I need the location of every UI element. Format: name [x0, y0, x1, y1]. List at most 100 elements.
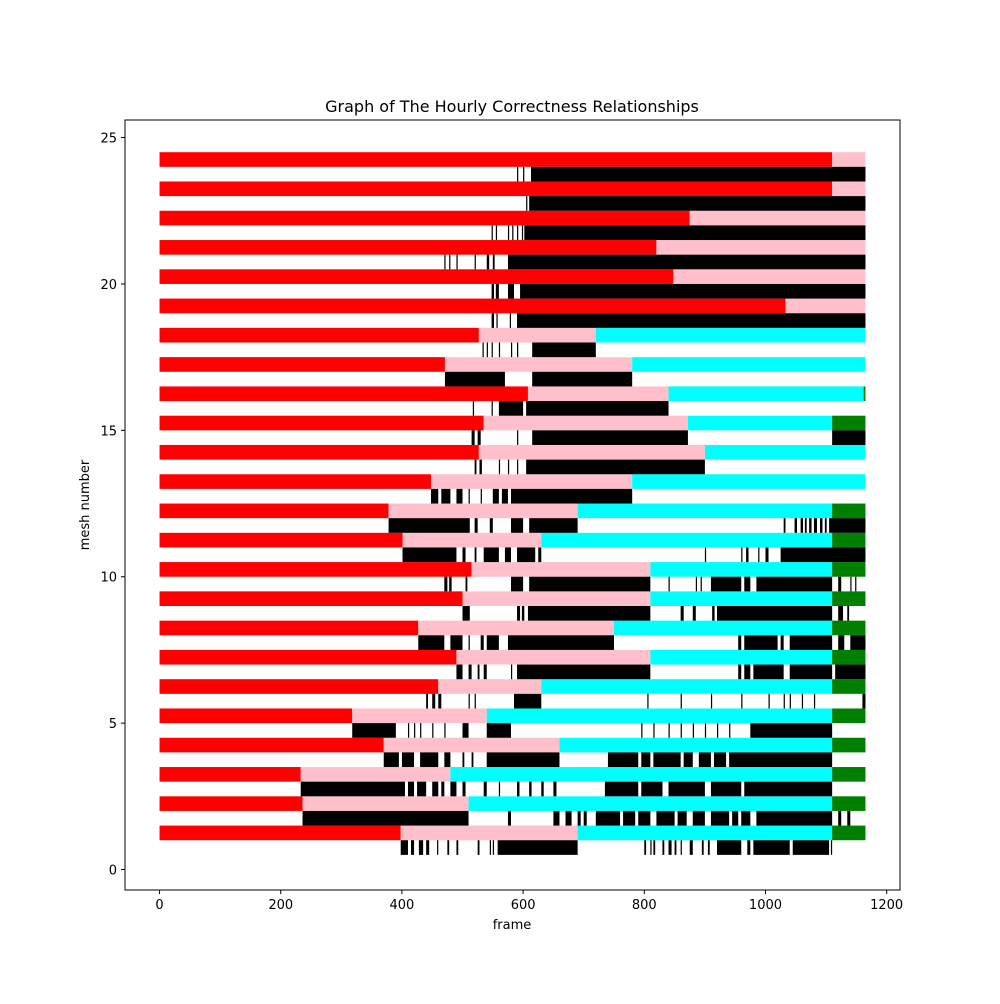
bar-segment-black: [529, 518, 578, 533]
bar-segment-pink: [478, 327, 596, 343]
bar-segment-black: [824, 518, 827, 533]
bar-segment-black: [668, 723, 670, 738]
bar-segment-black: [541, 781, 544, 797]
x-tick-label: 600: [511, 898, 536, 913]
bar-segment-black: [517, 781, 520, 797]
bar-segment-black: [510, 518, 524, 533]
bar-segment-black: [838, 810, 842, 826]
bar-segment-black: [668, 781, 705, 797]
bar-segment-black: [477, 430, 481, 445]
bar-segment-black: [400, 840, 408, 855]
bar-segment-red: [159, 240, 657, 255]
bar-segment-black: [521, 225, 524, 241]
bar-segment-black: [638, 810, 651, 826]
bar-segment-black: [352, 723, 396, 738]
bar-segment-cyan: [541, 532, 833, 548]
bar-segment-cyan: [559, 737, 833, 753]
bar-segment-black: [526, 196, 528, 211]
bar-segment-cyan: [650, 649, 833, 665]
bar-segment-black: [794, 518, 797, 533]
bar-segment-black: [431, 488, 439, 504]
bar-segment-black: [480, 635, 484, 650]
y-tick-label: 20: [100, 278, 117, 293]
x-tick-label: 800: [632, 898, 657, 913]
bar-segment-black: [495, 283, 499, 299]
y-tick-label: 15: [100, 424, 117, 439]
bar-segment-black: [641, 752, 651, 768]
bar-segment-black: [438, 693, 442, 709]
bar-segment-black: [804, 518, 807, 533]
bar-segment-black: [420, 723, 422, 738]
bar-segment-black: [449, 254, 451, 270]
bar-segment-black: [474, 254, 476, 270]
bar-segment-black: [491, 225, 493, 241]
bar-segment-black: [450, 635, 463, 650]
bar-segment-black: [491, 401, 493, 416]
bar-segment-black: [492, 840, 495, 855]
bar-segment-black: [553, 810, 560, 826]
bar-segment-black: [604, 781, 639, 797]
bar-segment-black: [701, 840, 704, 855]
bar-segment-black: [510, 488, 633, 504]
bar-segment-black: [744, 664, 751, 680]
bar-segment-red: [159, 708, 353, 724]
bar-segment-black: [704, 723, 707, 738]
bar-segment-black: [689, 840, 693, 855]
bar-segment-cyan: [687, 415, 833, 431]
bar-segment-black: [507, 283, 515, 299]
bar-segment-black: [741, 810, 751, 826]
bar-segment-black: [820, 518, 823, 533]
bar-segment-black: [486, 254, 490, 270]
bar-segment-green: [832, 708, 866, 724]
bar-segment-black: [472, 401, 475, 416]
bar-segment-cyan: [704, 444, 866, 460]
bar-segment-red: [159, 181, 833, 197]
bar-segment-pink: [483, 415, 688, 431]
bar-segment-black: [482, 342, 484, 358]
bar-segment-black: [595, 810, 621, 826]
bar-segment-black: [653, 752, 681, 768]
bar-segment-black: [302, 810, 469, 826]
bar-segment-black: [474, 518, 478, 533]
bar-segment-black: [510, 576, 524, 592]
bar-segment-cyan: [650, 562, 833, 577]
bar-segment-black: [517, 459, 519, 475]
bar-segment-black: [829, 518, 866, 533]
bar-segment-black: [538, 547, 542, 563]
bar-segment-black: [418, 840, 424, 855]
bar-segment-black: [483, 547, 499, 563]
bar-segment-black: [647, 693, 649, 709]
bar-segment-black: [517, 664, 651, 680]
bar-segment-pink: [471, 562, 651, 577]
bar-segment-black: [744, 781, 833, 797]
bar-segment-black: [741, 693, 743, 709]
bar-segment-green: [832, 796, 866, 811]
bar-segment-red: [159, 679, 439, 694]
bar-segment-red: [159, 825, 401, 841]
bar-segment-black: [510, 664, 513, 680]
bar-segment-pink: [444, 357, 633, 372]
x-axis: 0 200 400 600 800 1000 1200: [155, 890, 903, 913]
bar-segment-black: [507, 810, 511, 826]
x-tick-label: 1000: [749, 898, 782, 913]
bar-segment-black: [850, 635, 866, 650]
bar-segment-black: [623, 810, 636, 826]
bar-segment-black: [847, 810, 851, 826]
bar-segment-black: [437, 840, 439, 855]
bar-segment-black: [468, 693, 470, 709]
bar-segment-green: [832, 649, 866, 665]
bar-segment-cyan: [632, 474, 866, 489]
bar-segment-black: [468, 488, 470, 504]
bar-segment-cyan: [541, 679, 833, 694]
bar-segment-red: [159, 532, 403, 548]
bar-segment-black: [529, 196, 866, 211]
bar-segment-black: [524, 225, 866, 241]
bar-segment-black: [532, 371, 633, 387]
bar-segment-black: [432, 693, 436, 709]
bar-segment-black: [507, 225, 510, 241]
bar-segment-black: [495, 225, 498, 241]
bar-segment-black: [792, 840, 830, 855]
bar-segment-black: [462, 723, 469, 738]
bar-segment-black: [712, 606, 715, 621]
